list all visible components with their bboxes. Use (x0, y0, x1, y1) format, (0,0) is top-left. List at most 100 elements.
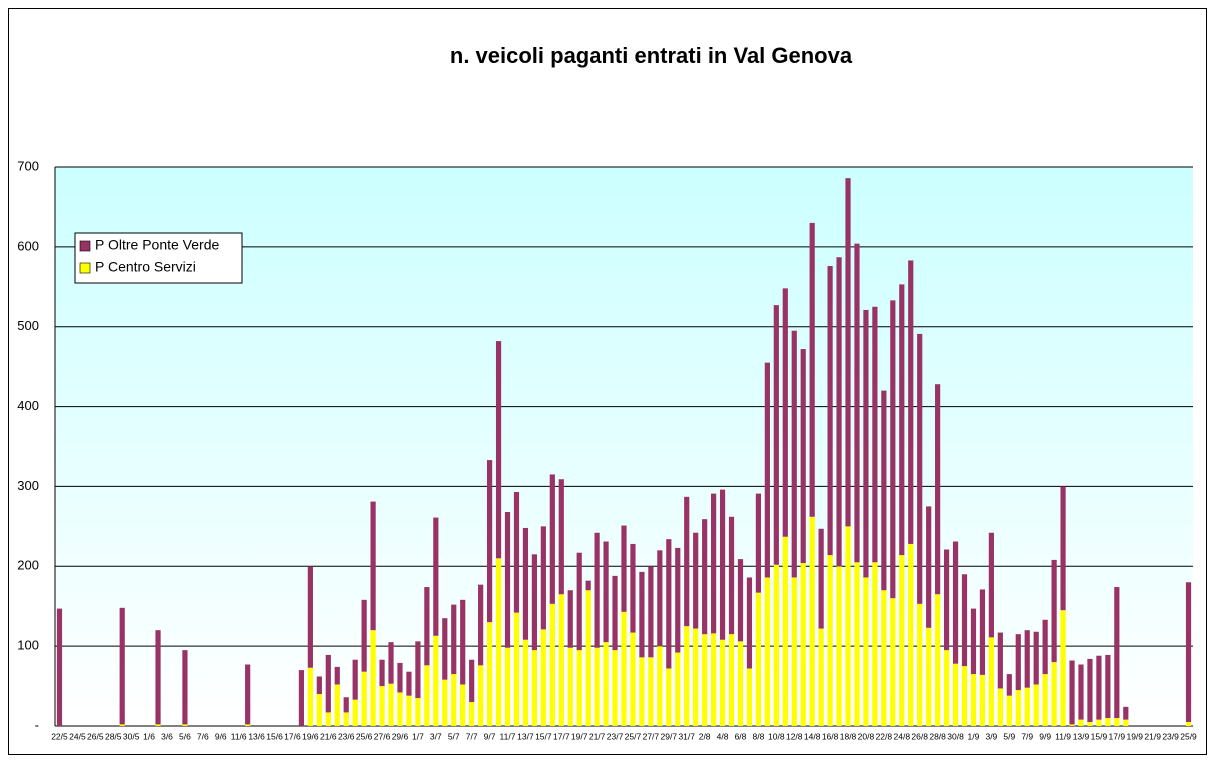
bar-segment (1105, 654, 1111, 719)
bar-segment (800, 349, 806, 564)
bar-segment (442, 679, 448, 726)
bar-segment (397, 692, 403, 726)
x-tick-label: 25/9 (1180, 731, 1197, 741)
bar-segment (872, 562, 878, 726)
x-tick-label: 21/9 (1144, 731, 1161, 741)
x-tick-label: 11/6 (231, 731, 247, 741)
bar-segment (1024, 687, 1030, 726)
bar-segment (1069, 660, 1075, 725)
bar-segment (719, 639, 726, 726)
bar-segment (666, 668, 672, 726)
bar-segment (648, 566, 654, 658)
bar-segment (603, 541, 609, 643)
x-tick-label: 21/6 (320, 731, 337, 741)
bar-segment (1185, 722, 1192, 726)
x-tick-label: 3/7 (430, 731, 442, 741)
bar-segment (388, 683, 394, 726)
bar-segment (818, 628, 824, 726)
bar-segment (791, 330, 797, 578)
bar-segment (935, 384, 941, 595)
bar-segment (1051, 559, 1057, 663)
bar-segment (307, 667, 313, 726)
bar-segment (1096, 719, 1102, 726)
bar-segment (469, 659, 475, 703)
bar-segment (621, 611, 627, 726)
bar-segment (513, 612, 520, 726)
y-tick-label: 300 (17, 478, 39, 493)
x-tick-label: 23/7 (607, 731, 624, 741)
bar-segment (119, 724, 125, 726)
bar-segment (612, 575, 618, 651)
y-tick-label: 700 (17, 158, 39, 173)
bar-segment (522, 639, 529, 726)
bar-segment (935, 594, 941, 726)
bar-segment (540, 526, 546, 630)
bar-segment (881, 390, 887, 591)
bar-segment (666, 539, 672, 669)
bar-segment (693, 532, 699, 629)
bar-segment (424, 587, 430, 666)
bar-segment (979, 589, 986, 675)
bar-segment (352, 659, 358, 700)
bar-segment (800, 563, 806, 726)
bar-segment (478, 665, 484, 726)
x-tick-label: 28/8 (929, 731, 946, 741)
bar-segment (567, 647, 573, 726)
legend-swatch (79, 262, 91, 274)
x-tick-label: 19/6 (302, 731, 319, 741)
bar-segment (863, 577, 869, 726)
x-tick-label: 1/7 (412, 731, 424, 741)
bar-segment (540, 629, 546, 726)
bar-segment (531, 554, 537, 651)
bar-segment (970, 674, 977, 726)
bar-segment (684, 496, 690, 627)
x-tick-label: 27/7 (643, 731, 660, 741)
bar-segment (1060, 610, 1066, 726)
bar-segment (1033, 631, 1039, 685)
bar-segment (558, 479, 564, 595)
bar-segment (1105, 718, 1111, 726)
bar-segment (451, 604, 457, 675)
bar-segment (460, 599, 466, 685)
bar-segment (961, 574, 968, 667)
bar-segment (558, 594, 564, 726)
bar-segment (711, 633, 717, 726)
x-tick-label: 29/7 (661, 731, 678, 741)
bar-segment (1114, 718, 1120, 726)
bar-segment (952, 541, 959, 664)
bar-segment (773, 564, 779, 726)
bar-segment (970, 608, 977, 675)
bar-segment (854, 243, 860, 563)
bar-segment (370, 501, 376, 631)
bar-segment (1114, 587, 1120, 719)
bar-segment (576, 650, 582, 726)
bar-segment (594, 647, 600, 726)
x-tick-label: 23/9 (1162, 731, 1179, 741)
bar-segment (639, 571, 645, 658)
bar-segment (675, 652, 681, 726)
bar-segment (182, 650, 188, 725)
bar-segment (451, 674, 457, 726)
bar-segment (908, 543, 914, 726)
bar-segment (782, 536, 788, 726)
bar-segment (334, 684, 340, 726)
bar-segment (155, 724, 161, 726)
bar-segment (836, 257, 842, 567)
bar-segment (388, 642, 394, 684)
bar-segment (245, 664, 251, 725)
bar-segment (791, 577, 797, 726)
y-tick-label: 500 (17, 318, 39, 333)
bar-segment (316, 676, 322, 695)
bar-segment (863, 309, 869, 578)
bar-segment (531, 650, 537, 726)
x-tick-label: 20/8 (858, 731, 875, 741)
x-tick-label: 2/8 (699, 731, 711, 741)
x-tick-label: 12/8 (786, 731, 803, 741)
x-tick-label: 10/8 (768, 731, 785, 741)
bar-segment (648, 657, 654, 726)
bar-segment (585, 590, 591, 726)
bar-segment (1015, 634, 1021, 691)
bar-segment (567, 590, 573, 648)
